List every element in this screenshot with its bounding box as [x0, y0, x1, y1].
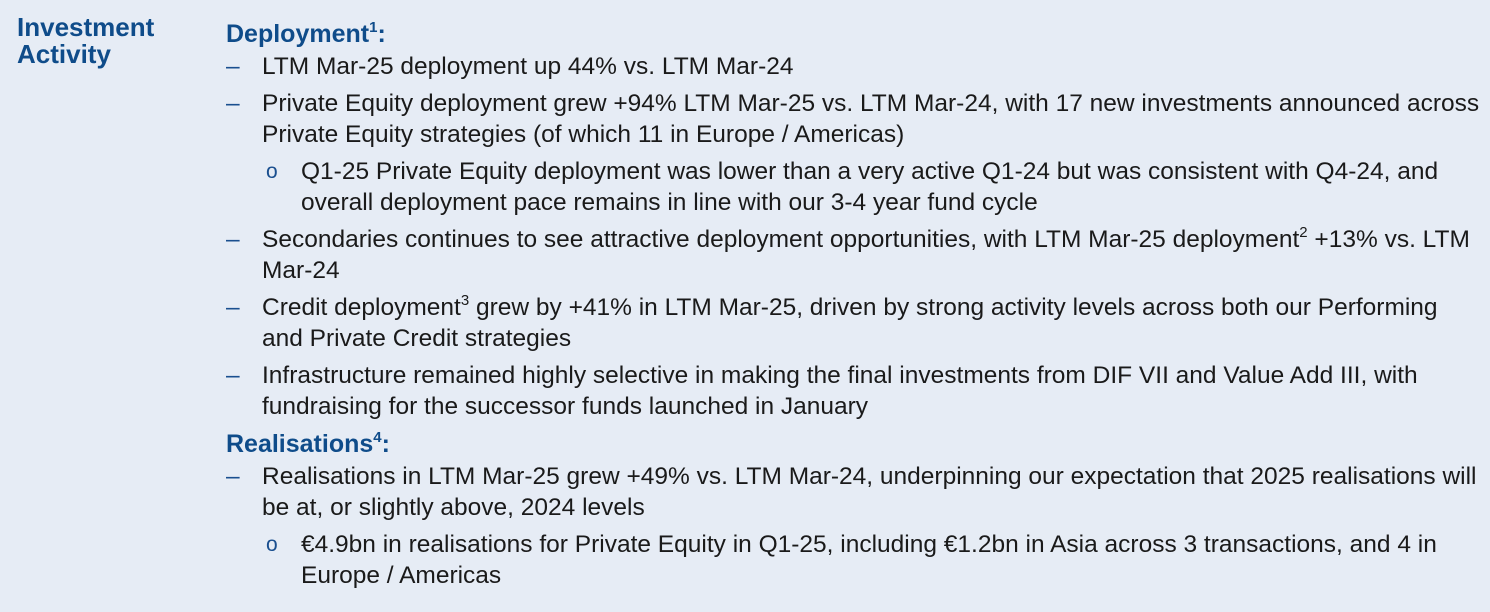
sub-list-item-text-a: Q1-25 Private Equity deployment was lowe… — [301, 158, 1439, 216]
realisations-heading-text: Realisations — [226, 430, 374, 458]
list-item-text-a: Realisations in LTM Mar-25 grew +49% vs.… — [262, 463, 1477, 521]
dash-bullet: – — [226, 53, 240, 80]
deployment-heading-colon: : — [377, 20, 386, 48]
dash-bullet: – — [226, 362, 240, 389]
list-item-text: Secondaries continues to see attractive … — [262, 224, 1481, 286]
list-item-text-a: Private Equity deployment grew +94% LTM … — [262, 90, 1480, 148]
sub-list-item-text-a: €4.9bn in realisations for Private Equit… — [301, 531, 1437, 589]
sub-list-item-text: €4.9bn in realisations for Private Equit… — [301, 529, 1481, 591]
main-content: Deployment1: – LTM Mar-25 deployment up … — [226, 18, 1481, 597]
list-item-text-a: LTM Mar-25 deployment up 44% vs. LTM Mar… — [262, 53, 794, 80]
side-title-text: Investment Activity — [17, 12, 155, 69]
list-item-text: Infrastructure remained highly selective… — [262, 360, 1481, 422]
realisations-heading: Realisations4: — [226, 428, 1481, 461]
sub-list-item: o €4.9bn in realisations for Private Equ… — [226, 529, 1481, 591]
realisations-footnote-ref: 4 — [373, 428, 382, 446]
list-item-text-b: +13% vs. LTM Mar-24 — [262, 226, 1470, 284]
list-item: – Realisations in LTM Mar-25 grew +49% v… — [226, 461, 1481, 523]
dash-bullet: – — [226, 226, 240, 253]
footnote-ref: 3 — [460, 291, 470, 309]
list-item-text: Credit deployment3 grew by +41% in LTM M… — [262, 292, 1481, 354]
dash-bullet: – — [226, 90, 240, 117]
list-item-text: Private Equity deployment grew +94% LTM … — [262, 88, 1481, 150]
footnote-ref: 2 — [1299, 223, 1308, 241]
circle-bullet: o — [266, 160, 278, 183]
deployment-heading-text: Deployment — [226, 20, 370, 48]
side-title: Investment Activity — [17, 14, 217, 68]
list-item-text-a: Credit deployment — [262, 294, 461, 321]
deployment-footnote-ref: 1 — [369, 18, 378, 36]
dash-bullet: – — [226, 294, 240, 321]
list-item-text-a: Infrastructure remained highly selective… — [262, 362, 1418, 420]
circle-bullet: o — [266, 533, 278, 556]
deployment-heading: Deployment1: — [226, 18, 1481, 51]
list-item-text: LTM Mar-25 deployment up 44% vs. LTM Mar… — [262, 51, 1481, 82]
list-item-text: Realisations in LTM Mar-25 grew +49% vs.… — [262, 461, 1481, 523]
list-item-text-a: Secondaries continues to see attractive … — [262, 226, 1300, 253]
dash-bullet: – — [226, 463, 240, 490]
list-item: – LTM Mar-25 deployment up 44% vs. LTM M… — [226, 51, 1481, 82]
sub-list-item-text: Q1-25 Private Equity deployment was lowe… — [301, 156, 1481, 218]
list-item: – Private Equity deployment grew +94% LT… — [226, 88, 1481, 150]
list-item-text-b: grew by +41% in LTM Mar-25, driven by st… — [262, 294, 1438, 352]
list-item: – Secondaries continues to see attractiv… — [226, 224, 1481, 286]
list-item: – Credit deployment3 grew by +41% in LTM… — [226, 292, 1481, 354]
sub-list-item: o Q1-25 Private Equity deployment was lo… — [226, 156, 1481, 218]
list-item: – Infrastructure remained highly selecti… — [226, 360, 1481, 422]
realisations-heading-colon: : — [381, 430, 390, 458]
